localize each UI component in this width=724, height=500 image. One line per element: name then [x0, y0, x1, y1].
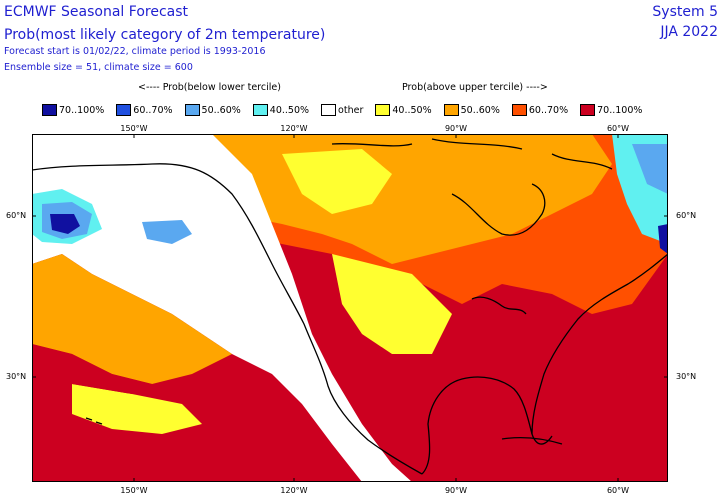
coastlines	[32, 138, 668, 475]
coastline-gulf	[421, 376, 553, 475]
lat-label-left-30n: 30°N	[6, 372, 27, 381]
legend-swatch	[580, 104, 596, 116]
legend-label: 40..50%	[392, 104, 432, 116]
legend-swatch	[511, 104, 527, 116]
legend-swatch	[443, 104, 459, 116]
legend-item: 50..60%	[443, 104, 500, 116]
legend-item: 60..70%	[116, 104, 173, 116]
coastline-hawaii	[85, 417, 103, 425]
season-label: JJA 2022	[660, 24, 718, 40]
legend-swatch	[42, 104, 57, 116]
ensemble-info: Ensemble size = 51, climate size = 600	[4, 62, 193, 73]
system-label: System 5	[652, 4, 718, 20]
region-70-100-below-nw	[50, 214, 80, 234]
chart-title: ECMWF Seasonal Forecast	[4, 4, 189, 20]
legend-label: 70..100%	[59, 104, 105, 116]
region-50-60-below-alaska	[142, 220, 192, 244]
legend-label: 40..50%	[269, 104, 310, 116]
lon-label-top-60w: 60°W	[606, 124, 630, 133]
lat-label-right-60n: 60°N	[676, 211, 697, 220]
legend-heading-above: Prob(above upper tercile) ---->	[402, 82, 548, 93]
region-40-50-above-2	[332, 254, 452, 354]
forecast-map	[32, 134, 668, 482]
coastline-hudson	[451, 183, 546, 236]
region-70-100-below-ne	[658, 224, 668, 254]
lon-label-bottom-150w: 150°W	[120, 486, 148, 495]
legend-label: 70..100%	[597, 104, 643, 116]
legend-swatch	[184, 104, 200, 116]
lat-label-right-30n: 30°N	[676, 372, 697, 381]
coastline-arctic-islands	[331, 138, 613, 170]
map-panel	[32, 134, 668, 482]
region-yellow-pacific	[72, 384, 202, 434]
legend-item: 50..60%	[184, 104, 241, 116]
legend-swatch	[116, 104, 132, 116]
legend-item: 70..100%	[580, 104, 642, 116]
forecast-info: Forecast start is 01/02/22, climate peri…	[4, 46, 266, 57]
legend-label: 50..60%	[201, 104, 241, 116]
legend-swatch	[252, 104, 268, 116]
region-other-coast	[32, 134, 412, 482]
legend-item: 40..50%	[375, 104, 432, 116]
region-40-50-above	[282, 149, 392, 214]
coastline-pacific	[32, 163, 423, 475]
lon-label-bottom-60w: 60°W	[606, 486, 630, 495]
legend-label: 60..70%	[133, 104, 173, 116]
legend-label: 50..60%	[460, 104, 500, 116]
lon-label-bottom-120w: 120°W	[280, 486, 308, 495]
legend-heading-below: <---- Prob(below lower tercile)	[138, 82, 281, 93]
lon-label-top-120w: 120°W	[280, 124, 308, 133]
region-orange-pacific	[32, 254, 232, 384]
coastline-great-lakes	[471, 296, 527, 315]
lon-label-bottom-90w: 90°W	[444, 486, 468, 495]
region-red-pacific	[32, 344, 152, 394]
legend-swatch	[321, 104, 337, 116]
coastline-atlantic	[531, 253, 668, 435]
legend-item: 70..100%	[42, 104, 104, 116]
region-50-60-below-ne	[632, 144, 668, 194]
chart-subtitle: Prob(most likely category of 2m temperat…	[4, 27, 326, 43]
lon-label-top-90w: 90°W	[444, 124, 468, 133]
map-frame	[32, 134, 668, 482]
coastline-cuba	[501, 437, 563, 445]
lat-label-left-60n: 60°N	[6, 211, 27, 220]
legend-item: 60..70%	[511, 104, 569, 116]
legend-label: 60..70%	[528, 104, 569, 116]
legend-item: other	[321, 104, 363, 116]
legend-swatch	[375, 104, 391, 116]
lon-label-top-150w: 150°W	[120, 124, 148, 133]
legend: 70..100% 60..70% 50..60% 40..50% other 40..50…	[42, 104, 654, 116]
legend-item: 40..50%	[252, 104, 310, 116]
legend-label: other	[338, 104, 364, 116]
